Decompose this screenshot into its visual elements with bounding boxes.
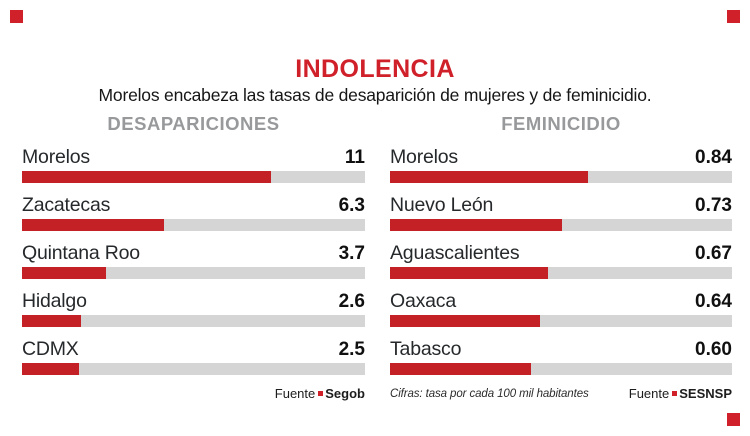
row-label: Morelos: [390, 146, 458, 168]
bar-fill: [22, 315, 81, 327]
bar-fill: [22, 267, 106, 279]
bar-track: [22, 219, 365, 231]
panel-header-desapariciones: DESAPARICIONES: [107, 113, 280, 134]
row-label: CDMX: [22, 338, 79, 360]
corner-mark-bottom-right: [727, 413, 740, 426]
page-title: INDOLENCIA: [295, 55, 455, 83]
bar-track: [390, 171, 732, 183]
chart-row: CDMX 2.5: [22, 336, 365, 375]
bar-fill: [390, 171, 588, 183]
row-label-line: Tabasco 0.60: [390, 336, 732, 363]
bar-fill: [390, 315, 541, 327]
chart-row: Nuevo León 0.73: [390, 192, 732, 231]
row-value: 0.73: [695, 195, 732, 216]
row-value: 3.7: [338, 243, 365, 264]
corner-mark-top-left: [10, 10, 23, 23]
bar-fill: [22, 363, 79, 375]
row-label: Hidalgo: [22, 290, 87, 312]
row-label-line: Aguascalientes 0.67: [390, 240, 732, 267]
bar-fill: [390, 267, 548, 279]
page-subtitle: Morelos encabeza las tasas de desaparici…: [98, 85, 652, 105]
bar-fill: [390, 219, 562, 231]
row-value: 0.84: [695, 147, 732, 168]
units-footnote: Cifras: tasa por cada 100 mil habitantes: [390, 388, 589, 400]
chart-row: Hidalgo 2.6: [22, 288, 365, 327]
row-label-line: CDMX 2.5: [22, 336, 365, 363]
row-value: 2.5: [338, 339, 365, 360]
row-label: Quintana Roo: [22, 242, 140, 264]
bar-track: [22, 315, 365, 327]
rows-desapariciones: Morelos 11 Zacatecas 6.3 Quintana Roo 3.…: [22, 144, 365, 375]
bar-track: [390, 363, 732, 375]
bar-track: [390, 267, 732, 279]
source-prefix: Fuente: [274, 386, 316, 401]
chart-row: Zacatecas 6.3: [22, 192, 365, 231]
row-label-line: Quintana Roo 3.7: [22, 240, 365, 267]
source-prefix: Fuente: [628, 386, 670, 401]
bar-fill: [22, 171, 271, 183]
row-label: Oaxaca: [390, 290, 457, 312]
row-value: 2.6: [338, 291, 365, 312]
row-value: 6.3: [338, 195, 365, 216]
source-sesnsp: Fuente SESNSP: [390, 386, 732, 401]
bar-track: [390, 219, 732, 231]
panel-feminicidio: FEMINICIDIO Morelos 0.84 Nuevo León 0.73…: [390, 113, 732, 384]
chart-row: Morelos 11: [22, 144, 365, 183]
source-name: SESNSP: [679, 386, 732, 401]
corner-mark-top-right: [727, 10, 740, 23]
bar-track: [390, 315, 732, 327]
chart-row: Oaxaca 0.64: [390, 288, 732, 327]
chart-row: Quintana Roo 3.7: [22, 240, 365, 279]
row-label-line: Hidalgo 2.6: [22, 288, 365, 315]
row-value: 0.64: [695, 291, 732, 312]
row-label: Nuevo León: [390, 194, 494, 216]
chart-row: Aguascalientes 0.67: [390, 240, 732, 279]
row-value: 0.67: [695, 243, 732, 264]
row-value: 0.60: [695, 339, 732, 360]
chart-row: Tabasco 0.60: [390, 336, 732, 375]
row-value: 11: [344, 147, 365, 168]
bar-track: [22, 267, 365, 279]
source-name: Segob: [325, 386, 365, 401]
row-label: Aguascalientes: [390, 242, 520, 264]
row-label: Zacatecas: [22, 194, 111, 216]
bar-track: [22, 171, 365, 183]
red-square-bullet-icon: [672, 391, 678, 397]
bar-track: [22, 363, 365, 375]
row-label-line: Oaxaca 0.64: [390, 288, 732, 315]
red-square-bullet-icon: [318, 391, 324, 397]
row-label-line: Morelos 0.84: [390, 144, 732, 171]
bar-fill: [390, 363, 532, 375]
bar-fill: [22, 219, 165, 231]
row-label-line: Zacatecas 6.3: [22, 192, 365, 219]
row-label: Morelos: [22, 146, 90, 168]
panel-desapariciones: DESAPARICIONES Morelos 11 Zacatecas 6.3 …: [22, 113, 365, 384]
rows-feminicidio: Morelos 0.84 Nuevo León 0.73 Aguascalien…: [390, 144, 732, 375]
row-label-line: Nuevo León 0.73: [390, 192, 732, 219]
row-label: Tabasco: [390, 338, 462, 360]
row-label-line: Morelos 11: [22, 144, 365, 171]
source-segob: Fuente Segob: [22, 386, 365, 401]
chart-row: Morelos 0.84: [390, 144, 732, 183]
panel-header-feminicidio: FEMINICIDIO: [501, 113, 621, 134]
